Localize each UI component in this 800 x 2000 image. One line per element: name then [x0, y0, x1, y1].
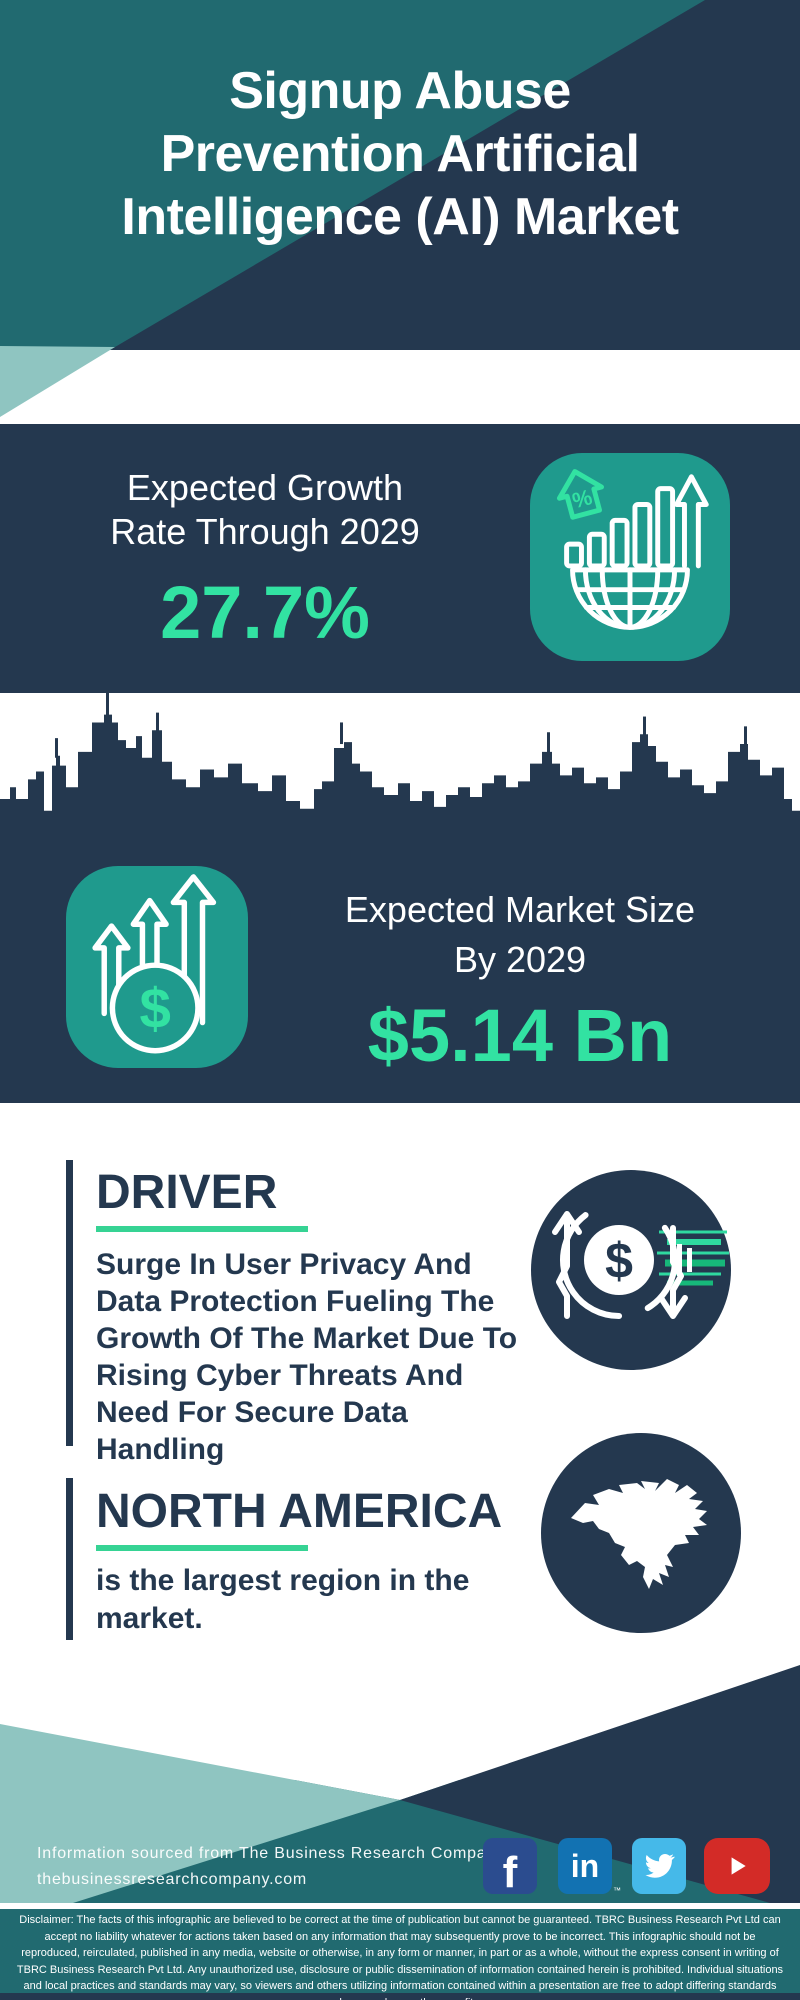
page-title: Signup Abuse Prevention Artificial Intel… [20, 60, 780, 249]
bar-4 [632, 502, 653, 569]
bar-3 [609, 517, 630, 569]
driver-title: DRIVER [96, 1166, 278, 1219]
driver-icon-circle: $ [531, 1170, 731, 1370]
region-body-line: is the largest region in the [96, 1564, 470, 1597]
driver-body-line: Need For Secure Data [96, 1396, 408, 1429]
hero-light-teal-triangle [0, 346, 115, 417]
twitter-icon[interactable] [632, 1838, 686, 1894]
svg-text:$: $ [605, 1233, 633, 1289]
growth-icon-tile: % [530, 453, 730, 661]
bar-5 [655, 486, 676, 569]
market-heading-line1: Expected Market Size [344, 889, 696, 930]
dollar-coin-icon [109, 962, 201, 1054]
region-body: is the largest region in the market. [96, 1562, 576, 1638]
svg-text:$: $ [139, 977, 170, 1040]
driver-body-line: Handling [96, 1433, 225, 1466]
market-size-value: $5.14 Bn [367, 994, 673, 1077]
driver-body-line: Surge In User Privacy And [96, 1248, 472, 1281]
driver-body-line: Data Protection Fueling The [96, 1285, 495, 1318]
hero-background [0, 0, 800, 417]
page-title-line2: Prevention Artificial [160, 125, 640, 183]
region-body-line: market. [96, 1602, 203, 1635]
driver-underline [96, 1226, 308, 1232]
city-skyline-silhouette [0, 693, 800, 850]
footer-navy-triangle [400, 1665, 800, 1903]
driver-body-line: Rising Cyber Threats And [96, 1359, 464, 1392]
region-title: NORTH AMERICA [96, 1485, 503, 1538]
money-transfer-dollar-icon: $ [552, 1201, 729, 1319]
north-america-map-icon [571, 1479, 707, 1589]
region-underline [96, 1545, 308, 1551]
market-size-text-block: Expected Market Size By 2029 $5.14 Bn [300, 885, 740, 1078]
market-heading-line2: By 2029 [453, 939, 587, 980]
rising-arrows-dollar-icon: $ [92, 874, 217, 1054]
play-triangle-icon [731, 1857, 746, 1875]
growth-text-block: Expected Growth Rate Through 2029 27.7% [30, 466, 500, 655]
globe-bar-chart-growth-icon: % [556, 469, 709, 630]
driver-body-line: Growth Of The Market Due To [96, 1322, 518, 1355]
page-title-line3: Intelligence (AI) Market [121, 188, 679, 246]
source-credit: Information sourced from The Business Re… [37, 1845, 505, 1862]
driver-body: Surge In User Privacy And Data Protectio… [96, 1246, 616, 1468]
growth-rate-value: 27.7% [160, 571, 370, 654]
region-accent-bar [66, 1478, 73, 1668]
growth-heading-line1: Expected Growth [126, 467, 404, 508]
bar-1 [564, 541, 584, 569]
youtube-icon[interactable] [704, 1838, 770, 1894]
hero-navy-diagonal [110, 0, 800, 350]
twitter-bird-icon [645, 1854, 675, 1878]
footer-light-teal-triangle [0, 1724, 400, 1903]
growth-heading-line2: Rate Through 2029 [110, 511, 420, 552]
market-size-icon-tile: $ [66, 866, 248, 1068]
footer-white-wedge [0, 1640, 800, 1800]
linkedin-trademark: ™ [613, 1886, 621, 1895]
house-percent-icon: % [556, 469, 605, 520]
source-website-link[interactable]: thebusinessresearchcompany.com [37, 1871, 308, 1888]
coin-icon [584, 1225, 654, 1295]
growth-section: Expected Growth Rate Through 2029 27.7% [0, 424, 800, 693]
disclaimer-text: Disclaimer: The facts of this infographi… [16, 1914, 784, 2000]
driver-accent-bar [66, 1160, 73, 1446]
region-icon-circle [541, 1433, 741, 1633]
linkedin-icon[interactable]: in [558, 1838, 612, 1894]
footer-bottom-strip [0, 1993, 800, 2000]
facebook-icon[interactable]: f [483, 1838, 537, 1897]
page-title-line1: Signup Abuse [229, 62, 571, 120]
up-arrow-icon [674, 474, 709, 569]
bar-2 [586, 531, 607, 569]
svg-text:%: % [570, 484, 595, 513]
footer-divider [0, 1903, 800, 1909]
